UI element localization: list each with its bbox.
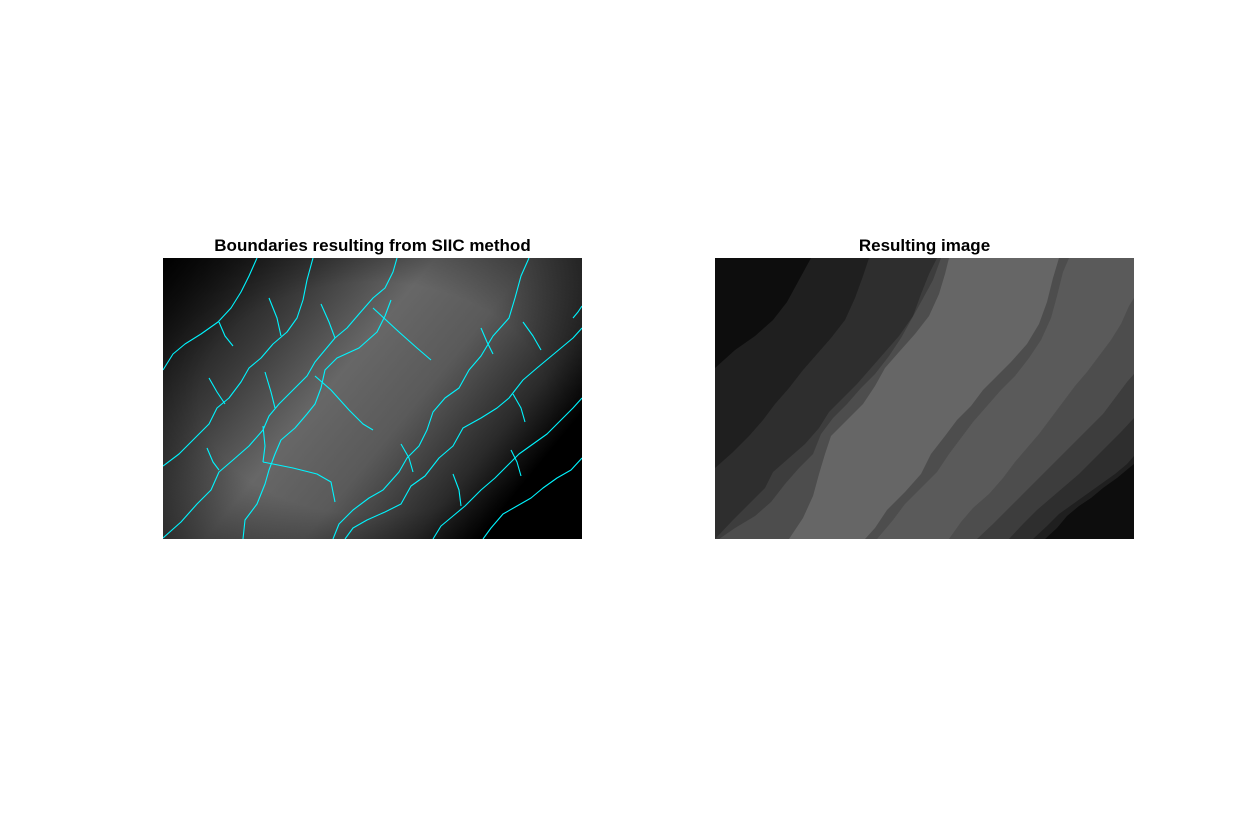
boundary-12 <box>218 321 234 347</box>
boundary-15 <box>208 377 226 405</box>
boundaries-canvas <box>163 258 582 539</box>
boundary-5 <box>332 258 530 539</box>
resulting-image <box>715 258 1134 539</box>
boundary-8 <box>482 457 582 539</box>
segment-band-11 <box>1045 464 1134 539</box>
boundary-1 <box>163 258 258 371</box>
boundary-23 <box>512 393 526 423</box>
boundary-24 <box>510 449 522 477</box>
boundary-9 <box>372 307 432 361</box>
boundary-11 <box>262 461 336 503</box>
boundary-22 <box>522 321 542 351</box>
left-panel-title: Boundaries resulting from SIIC method <box>214 236 531 255</box>
boundary-6 <box>344 327 582 539</box>
boundary-lines <box>163 258 582 539</box>
boundary-18 <box>262 425 266 463</box>
boundary-3 <box>163 258 398 539</box>
boundary-20 <box>452 473 462 507</box>
boundary-25 <box>572 305 582 319</box>
boundary-19 <box>400 443 414 473</box>
right-panel-title: Resulting image <box>858 236 991 255</box>
boundary-13 <box>268 297 282 337</box>
segment-band-5-center <box>789 258 1059 539</box>
vignette-overlay <box>163 258 582 539</box>
boundaries-image <box>163 258 582 539</box>
segmented-canvas <box>715 258 1134 539</box>
boundary-2 <box>163 258 314 467</box>
boundary-10 <box>314 375 374 431</box>
boundary-16 <box>264 371 276 409</box>
boundary-14 <box>320 303 336 339</box>
boundary-17 <box>206 447 220 471</box>
boundary-4 <box>242 299 392 539</box>
boundary-7 <box>432 397 582 539</box>
boundary-21 <box>480 327 494 355</box>
